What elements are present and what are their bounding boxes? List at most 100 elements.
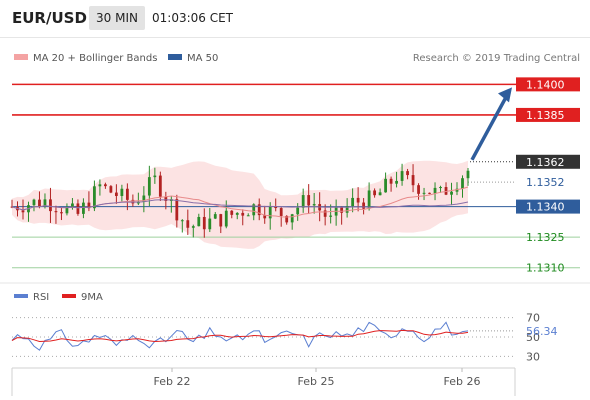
timestamp: 01:03:06 CET (152, 11, 233, 25)
candle-body (351, 197, 355, 207)
rsi-tick-label: 30 (526, 350, 540, 363)
candle-body (219, 214, 223, 227)
candle-body (323, 210, 327, 217)
header-divider (0, 37, 590, 38)
candle-body (296, 207, 300, 215)
candle-body (257, 204, 261, 216)
rsi-current-label: 56.34 (526, 325, 558, 338)
candle-body (38, 199, 41, 207)
candle-body (191, 226, 195, 228)
candle-body (466, 170, 470, 179)
rsi-tick-label: 70 (526, 312, 540, 325)
candle-body (125, 188, 129, 200)
x-tick-label: Feb 26 (444, 375, 481, 388)
candle-body (444, 187, 448, 195)
candle-body (428, 192, 431, 194)
ma50-legend-swatch (168, 54, 182, 60)
candle-body (82, 202, 85, 214)
candle-body (98, 184, 102, 187)
candle-body (246, 215, 250, 217)
candle-body (340, 207, 344, 213)
candle-body (114, 192, 118, 196)
bollinger-band-area (12, 160, 468, 249)
candle-body (389, 178, 393, 184)
rsi-legend-label: RSI (33, 292, 49, 303)
candle-body (263, 215, 267, 219)
resistance-label-box (516, 107, 580, 122)
symbol-title: EUR/USD (12, 9, 87, 27)
x-axis-ticks: Feb 22 Feb 25 Feb 26 (154, 368, 481, 388)
candle-body (153, 175, 157, 178)
candle-body (455, 188, 459, 192)
candle-body (422, 192, 426, 194)
pivot-label: 1.1352 (526, 176, 565, 189)
candle-body (230, 210, 234, 215)
price-levels (12, 83, 580, 269)
candle-body (213, 214, 217, 219)
level-labels: 1.1400 1.1385 1.1362 1.1352 1.1340 1.1325 1.13… (516, 77, 580, 275)
rsi-panel: 70 50 30 56.34 (11, 312, 558, 363)
candle-body (158, 175, 162, 197)
x-tick-label: Feb 25 (298, 375, 335, 388)
candle-body (224, 210, 228, 227)
candle-body (400, 171, 404, 181)
candle-body (87, 202, 91, 209)
target-arrow (470, 87, 512, 161)
candles (10, 163, 470, 238)
candle-body (180, 220, 184, 222)
candle-body (76, 203, 80, 214)
last-price-label: 1.1362 (526, 156, 565, 169)
candle-body (345, 206, 349, 213)
candle-body (164, 196, 168, 201)
candle-body (356, 197, 360, 203)
support-label: 1.1325 (526, 231, 565, 244)
candle-body (439, 187, 442, 189)
last-price-box (516, 154, 580, 169)
resistance-label-box (516, 77, 580, 92)
candle-body (54, 211, 58, 213)
source-credit: Research © 2019 Trading Central (413, 53, 580, 64)
candle-body (208, 218, 212, 230)
candle-body (329, 215, 333, 217)
ma9-legend-swatch (62, 294, 76, 298)
candle-body (367, 190, 371, 209)
candle-body (235, 212, 239, 215)
ma50-legend-label: MA 50 (187, 53, 218, 64)
candle-body (285, 215, 289, 223)
candle-body (395, 180, 398, 184)
candle-body (362, 202, 366, 209)
target-arrow-shaft (470, 94, 509, 161)
candle-body (301, 195, 305, 208)
resistance-label: 1.1400 (526, 78, 565, 91)
rsi-line (11, 321, 469, 351)
candle-body (197, 216, 201, 227)
candle-body (450, 191, 453, 195)
candle-body (378, 192, 382, 196)
candle-body (461, 178, 464, 189)
candle-body (43, 199, 47, 207)
candle-body (241, 212, 245, 216)
candle-body (147, 177, 151, 196)
candle-body (290, 214, 294, 223)
candle-body (307, 195, 311, 206)
pivot-label-box (516, 199, 580, 214)
candle-body (21, 210, 25, 213)
timeframe-badge[interactable]: 30 MIN (89, 6, 145, 30)
candle-body (49, 199, 52, 212)
ma50-line (11, 199, 469, 211)
candle-body (186, 220, 190, 228)
candle-body (71, 203, 74, 207)
pivot-label: 1.1340 (526, 201, 565, 214)
candle-body (279, 208, 283, 216)
candle-body (32, 199, 36, 206)
candle-body (142, 195, 146, 202)
rsi-ma9-line (11, 329, 469, 343)
candle-body (175, 199, 179, 221)
rsi-legend-swatch (14, 294, 28, 298)
candle-body (252, 204, 256, 216)
candle-body (60, 212, 63, 214)
candle-body (312, 204, 316, 206)
candle-body (65, 206, 69, 214)
